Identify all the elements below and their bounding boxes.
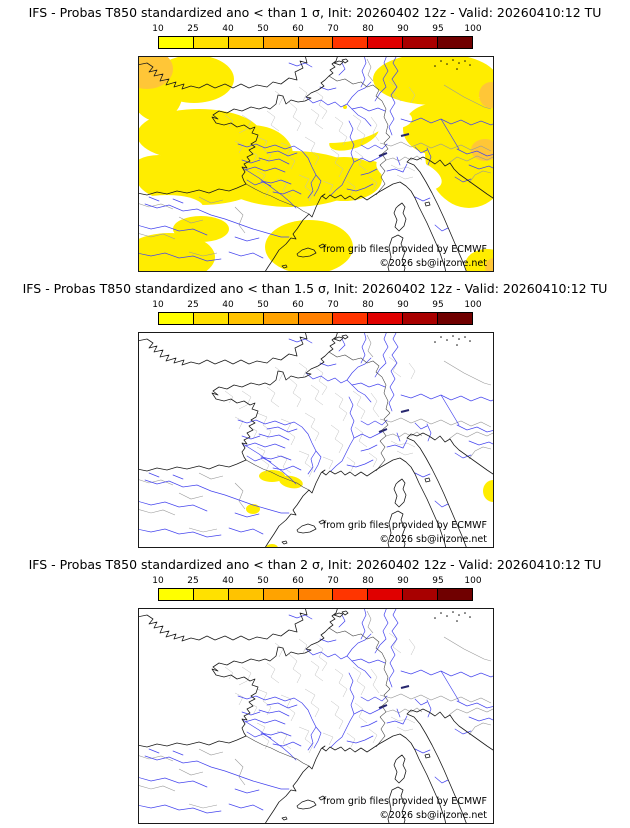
colorbar-segment <box>159 313 194 324</box>
ecmwf-attribution: from grib files provided by ECMWF <box>322 520 487 531</box>
colorbar-tick-label: 40 <box>222 24 234 34</box>
colorbar-segment <box>193 37 229 48</box>
colorbar-segment <box>298 589 334 600</box>
colorbar-segment <box>403 37 439 48</box>
colorbar-segment <box>403 589 439 600</box>
map-1.5sigma: from grib files provided by ECMWF ©2026 … <box>138 332 494 548</box>
colorbar-segment <box>193 589 229 600</box>
colorbar-ticks: 10 25 40 50 60 70 80 90 95 100 <box>152 576 481 587</box>
panel-1.5sigma: IFS - Probas T850 standardized ano < tha… <box>0 276 630 552</box>
colorbar-segment <box>193 313 229 324</box>
colorbar-tick-label: 25 <box>187 576 199 586</box>
colorbar-tick-label: 70 <box>327 24 339 34</box>
colorbar-tick-label: 10 <box>152 24 164 34</box>
map-svg <box>139 57 493 271</box>
panel-1sigma: IFS - Probas T850 standardized ano < tha… <box>0 0 630 276</box>
panel-2sigma: IFS - Probas T850 standardized ano < tha… <box>0 552 630 828</box>
colorbar-segment <box>403 313 439 324</box>
colorbar-tick-label: 25 <box>187 300 199 310</box>
colorbar-tick-label: 100 <box>464 300 482 310</box>
colorbar-segment <box>263 589 299 600</box>
colorbar-tick-label: 10 <box>152 300 164 310</box>
panel-title: IFS - Probas T850 standardized ano < tha… <box>22 281 608 296</box>
colorbar-segment <box>298 37 334 48</box>
colorbar-segment <box>438 313 473 324</box>
colorbar-tick-label: 95 <box>432 24 444 34</box>
colorbar-segment <box>333 313 369 324</box>
colorbar-segment <box>333 37 369 48</box>
colorbar-tick-label: 40 <box>222 300 234 310</box>
colorbar-ticks: 10 25 40 50 60 70 80 90 95 100 <box>152 300 481 311</box>
colorbar-tick-label: 40 <box>222 576 234 586</box>
colorbar-segment <box>438 589 473 600</box>
colorbar-tick-label: 95 <box>432 300 444 310</box>
colorbar-segment <box>368 589 404 600</box>
colorbar-tick-label: 50 <box>257 24 269 34</box>
colorbar-segment <box>368 313 404 324</box>
colorbar-segment <box>368 37 404 48</box>
colorbar-tick-label: 100 <box>464 24 482 34</box>
colorbar-tick-label: 90 <box>397 576 409 586</box>
map-2sigma: from grib files provided by ECMWF ©2026 … <box>138 608 494 824</box>
colorbar-segment <box>263 313 299 324</box>
colorbar-segment <box>228 313 264 324</box>
colorbar-tick-label: 10 <box>152 576 164 586</box>
panel-title: IFS - Probas T850 standardized ano < tha… <box>28 5 602 20</box>
colorbar-tick-label: 100 <box>464 576 482 586</box>
colorbar-ticks: 10 25 40 50 60 70 80 90 95 100 <box>152 24 481 35</box>
colorbar-segment <box>228 589 264 600</box>
colorbar-tick-label: 60 <box>292 300 304 310</box>
colorbar-tick-label: 80 <box>362 300 374 310</box>
colorbar-tick-label: 60 <box>292 24 304 34</box>
colorbar-segment <box>159 37 194 48</box>
colorbar-segment <box>228 37 264 48</box>
colorbar-tick-label: 50 <box>257 300 269 310</box>
colorbar-segment <box>298 313 334 324</box>
map-svg <box>139 609 493 823</box>
panel-title: IFS - Probas T850 standardized ano < tha… <box>28 557 602 572</box>
colorbar-tick-label: 90 <box>397 300 409 310</box>
colorbar-segment <box>438 37 473 48</box>
colorbar-tick-label: 25 <box>187 24 199 34</box>
colorbar-segment <box>263 37 299 48</box>
colorbar-tick-label: 70 <box>327 300 339 310</box>
colorbar-tick-label: 90 <box>397 24 409 34</box>
colorbar-tick-label: 70 <box>327 576 339 586</box>
copyright-credit: ©2026 sb@irizone.net <box>379 534 487 545</box>
colorbar <box>158 36 473 49</box>
colorbar-tick-label: 95 <box>432 576 444 586</box>
colorbar <box>158 312 473 325</box>
ecmwf-attribution: from grib files provided by ECMWF <box>322 796 487 807</box>
colorbar-tick-label: 80 <box>362 24 374 34</box>
map-svg <box>139 333 493 547</box>
colorbar-segment <box>159 589 194 600</box>
colorbar-tick-label: 80 <box>362 576 374 586</box>
copyright-credit: ©2026 sb@irizone.net <box>379 810 487 821</box>
colorbar <box>158 588 473 601</box>
colorbar-tick-label: 60 <box>292 576 304 586</box>
ecmwf-attribution: from grib files provided by ECMWF <box>322 244 487 255</box>
colorbar-segment <box>333 589 369 600</box>
copyright-credit: ©2026 sb@irizone.net <box>379 258 487 269</box>
colorbar-tick-label: 50 <box>257 576 269 586</box>
map-1sigma: from grib files provided by ECMWF ©2026 … <box>138 56 494 272</box>
